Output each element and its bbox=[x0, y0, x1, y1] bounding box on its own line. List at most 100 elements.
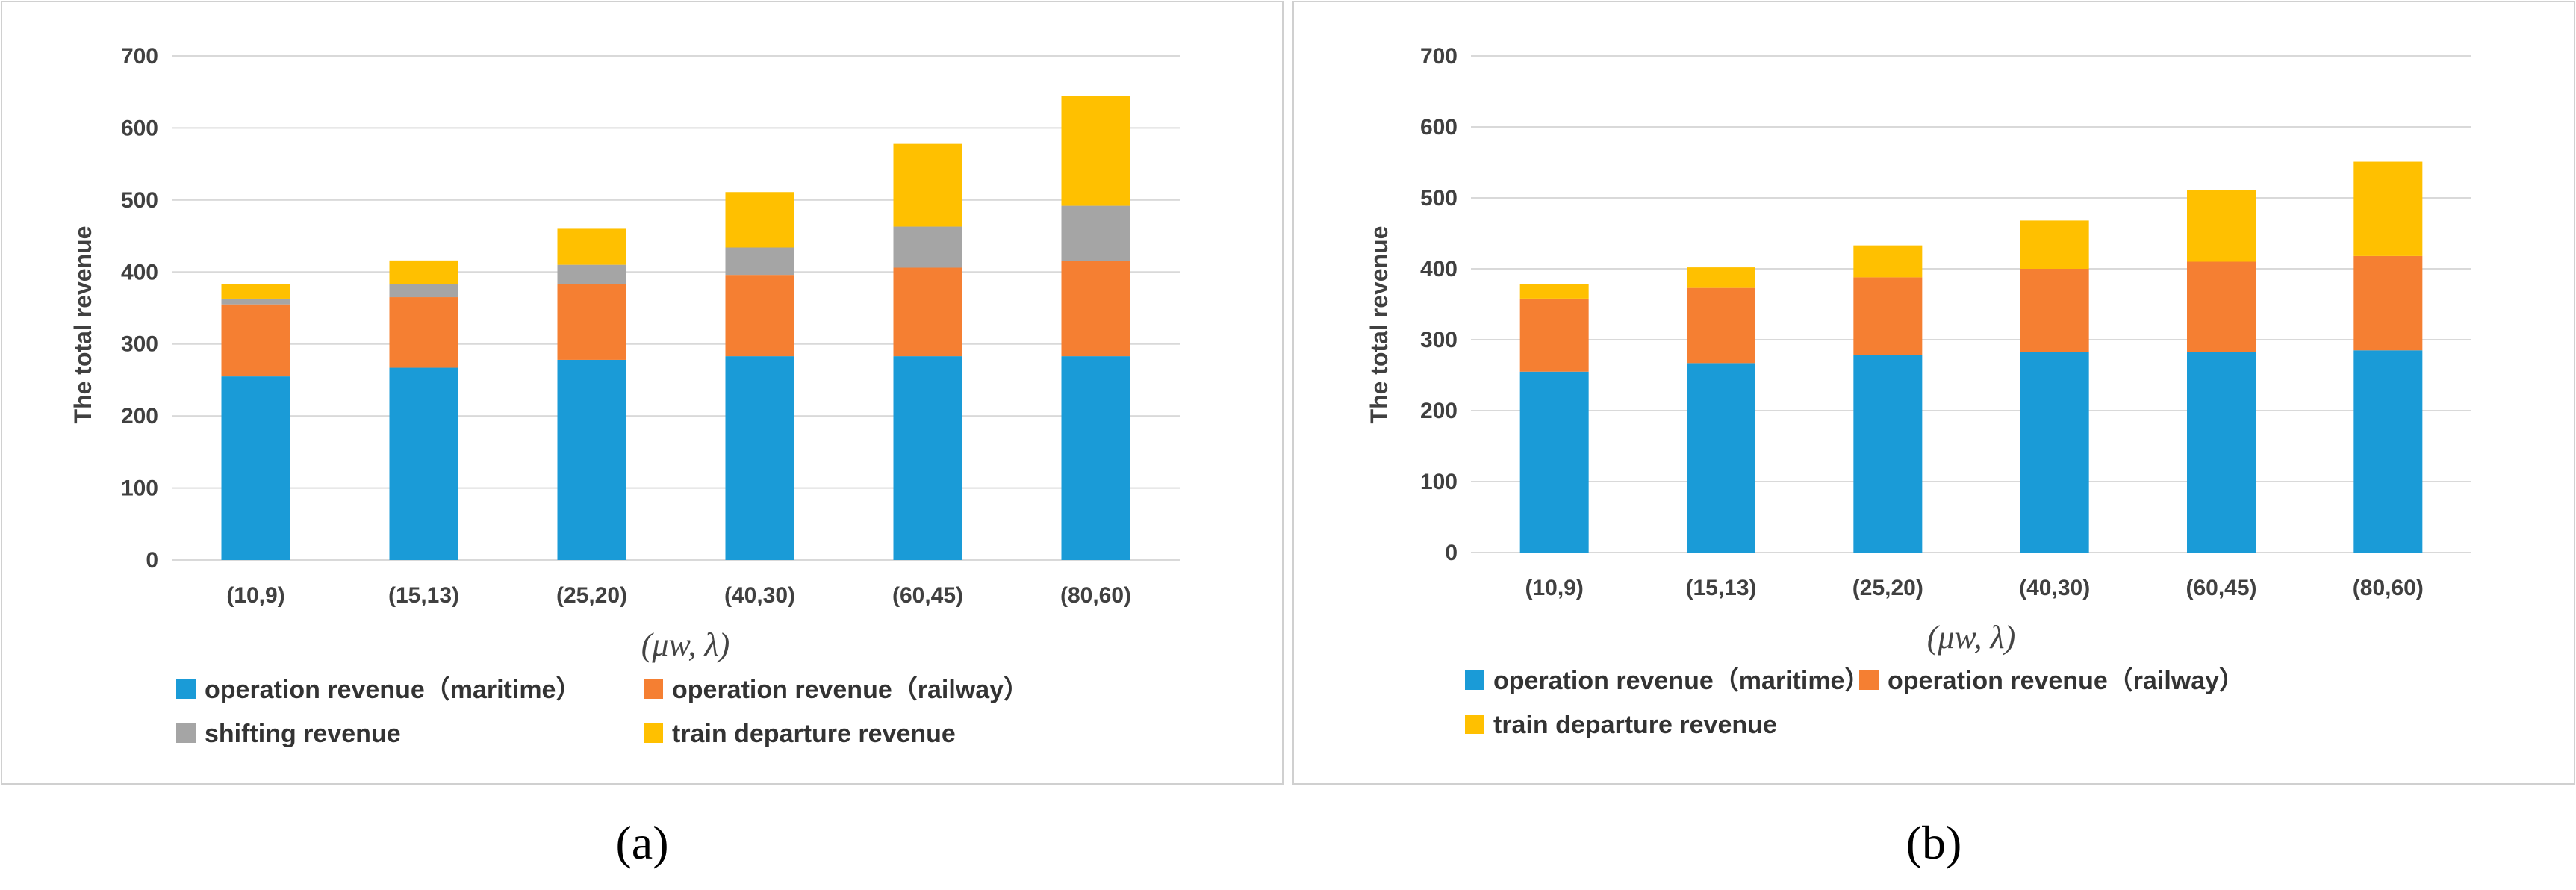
x-tick-label-0: (10,9) bbox=[1525, 576, 1583, 600]
bar-1-0 bbox=[1519, 298, 1589, 372]
x-tick-label-2: (25,20) bbox=[556, 583, 627, 608]
y-tick-label-700: 700 bbox=[121, 44, 158, 69]
bar-0-1 bbox=[1687, 363, 1755, 553]
x-tick-label-0: (10,9) bbox=[226, 583, 284, 608]
x-tick-label-1: (15,13) bbox=[1685, 576, 1756, 600]
bar-1-3 bbox=[725, 275, 794, 357]
legend-label-1: operation revenue（railway） bbox=[672, 675, 1029, 704]
bar-3-1 bbox=[389, 260, 458, 284]
chart-b-xlabel: (μw, λ) bbox=[1927, 619, 2016, 656]
legend-label-1: operation revenue（railway） bbox=[1888, 666, 2244, 695]
bar-1-5 bbox=[2353, 255, 2423, 351]
legend-label-0: operation revenue（maritime） bbox=[205, 675, 581, 704]
bar-1-1 bbox=[389, 297, 458, 368]
y-tick-label-600: 600 bbox=[121, 116, 158, 140]
legend-swatch-0 bbox=[1465, 670, 1484, 690]
bar-2-3 bbox=[725, 247, 794, 276]
bar-0-4 bbox=[893, 356, 962, 560]
x-tick-label-2: (25,20) bbox=[1852, 576, 1923, 600]
bar-0-2 bbox=[1853, 355, 1923, 553]
chart-a-yticks: 0 100 200 300 400 500 600 700 bbox=[121, 44, 158, 573]
chart-b-ylabel: The total revenue bbox=[1366, 226, 1393, 424]
bar-2-5 bbox=[2353, 161, 2423, 256]
bar-3-4 bbox=[893, 143, 962, 227]
y-tick-label-100: 100 bbox=[1420, 470, 1457, 494]
bar-2-3 bbox=[2020, 220, 2089, 269]
y-tick-label-200: 200 bbox=[1420, 399, 1457, 423]
y-tick-label-400: 400 bbox=[1420, 257, 1457, 281]
y-tick-label-700: 700 bbox=[1420, 44, 1457, 69]
chart-a-legend: operation revenue（maritime） operation rev… bbox=[176, 675, 1029, 748]
bar-0-3 bbox=[725, 356, 794, 560]
legend-swatch-1 bbox=[644, 679, 663, 699]
legend-label-2: shifting revenue bbox=[205, 720, 401, 748]
chart-a-gridlines bbox=[172, 55, 1180, 561]
legend-swatch-1 bbox=[1859, 670, 1879, 690]
bar-0-5 bbox=[2353, 350, 2423, 553]
y-tick-label-500: 500 bbox=[121, 188, 158, 213]
bar-2-4 bbox=[893, 226, 962, 268]
bar-3-3 bbox=[725, 192, 794, 248]
chart-b-svg: 0 100 200 300 400 500 600 700 (10,9) (15,13) (25,… bbox=[1292, 1, 2575, 869]
x-tick-label-1: (15,13) bbox=[388, 583, 459, 608]
x-tick-label-5: (80,60) bbox=[2353, 576, 2424, 600]
y-tick-label-0: 0 bbox=[1445, 541, 1457, 565]
bar-0-4 bbox=[2187, 352, 2256, 553]
bar-2-4 bbox=[2187, 190, 2256, 262]
bar-2-2 bbox=[1853, 245, 1923, 278]
bar-2-5 bbox=[1061, 205, 1130, 261]
chart-b-yticks: 0 100 200 300 400 500 600 700 bbox=[1420, 44, 1457, 565]
legend-swatch-2 bbox=[176, 723, 196, 743]
bar-3-5 bbox=[1061, 96, 1130, 206]
y-tick-label-500: 500 bbox=[1420, 186, 1457, 211]
chart-a-caption: (a) bbox=[615, 816, 668, 869]
bar-0-0 bbox=[1519, 371, 1589, 553]
legend-label-3: train departure revenue bbox=[672, 720, 956, 748]
chart-a-bars bbox=[221, 96, 1130, 560]
bar-1-3 bbox=[2020, 269, 2089, 352]
x-tick-label-4: (60,45) bbox=[892, 583, 963, 608]
bar-0-1 bbox=[389, 367, 458, 560]
bar-1-4 bbox=[2187, 261, 2256, 352]
bar-3-0 bbox=[221, 284, 290, 299]
chart-a-xlabel: (μw, λ) bbox=[641, 626, 730, 663]
x-tick-label-3: (40,30) bbox=[724, 583, 795, 608]
chart-a-svg: 0 100 200 300 400 500 600 700 (10,9) (15,13) (25,… bbox=[1, 1, 1284, 869]
legend-swatch-0 bbox=[176, 679, 196, 699]
bar-1-0 bbox=[221, 304, 290, 377]
chart-b-legend: operation revenue（maritime） operation rev… bbox=[1465, 666, 2244, 739]
y-tick-label-100: 100 bbox=[121, 476, 158, 501]
legend-label-0: operation revenue（maritime） bbox=[1493, 666, 1870, 695]
bar-1-4 bbox=[893, 267, 962, 357]
y-tick-label-200: 200 bbox=[121, 404, 158, 429]
x-tick-label-5: (80,60) bbox=[1060, 583, 1131, 608]
legend-swatch-3 bbox=[644, 723, 663, 743]
bar-2-0 bbox=[221, 298, 290, 305]
bar-2-1 bbox=[1687, 267, 1755, 288]
chart-b-xticks: (10,9) (15,13) (25,20) (40,30) (60,45) (80,60… bbox=[1525, 576, 2423, 600]
chart-a-ylabel: The total revenue bbox=[69, 226, 96, 424]
bar-0-3 bbox=[2020, 352, 2089, 553]
bar-2-0 bbox=[1519, 284, 1589, 299]
x-tick-label-4: (60,45) bbox=[2185, 576, 2256, 600]
chart-panel-a: 0 100 200 300 400 500 600 700 (10,9) (15,13) (25,… bbox=[0, 0, 1284, 890]
bar-1-2 bbox=[557, 284, 626, 360]
bar-3-2 bbox=[557, 228, 626, 265]
y-tick-label-600: 600 bbox=[1420, 115, 1457, 140]
bar-0-2 bbox=[557, 359, 626, 560]
chart-b-bars bbox=[1519, 161, 2423, 553]
bar-1-2 bbox=[1853, 277, 1923, 355]
legend-swatch-2 bbox=[1465, 715, 1484, 734]
bar-2-1 bbox=[389, 284, 458, 298]
bar-0-0 bbox=[221, 376, 290, 560]
chart-b-gridlines bbox=[1471, 55, 2471, 553]
y-tick-label-300: 300 bbox=[1420, 328, 1457, 352]
bar-1-1 bbox=[1687, 287, 1755, 364]
y-tick-label-400: 400 bbox=[121, 260, 158, 284]
x-tick-label-3: (40,30) bbox=[2019, 576, 2090, 600]
y-tick-label-0: 0 bbox=[146, 548, 158, 573]
bar-2-2 bbox=[557, 264, 626, 284]
chart-b-caption: (b) bbox=[1906, 816, 1962, 869]
bar-1-5 bbox=[1061, 261, 1130, 357]
chart-a-xticks: (10,9) (15,13) (25,20) (40,30) (60,45) (80,60… bbox=[226, 583, 1131, 608]
